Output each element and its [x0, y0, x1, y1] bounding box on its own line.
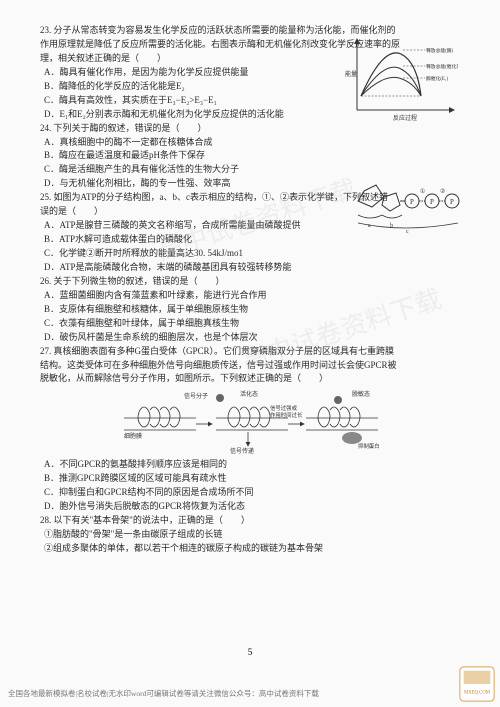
q27-opt-c: C．抑制蛋白和GPCR结构不同的原因是合成场所不同 — [40, 486, 460, 500]
q26-opt-b: B．支原体有细胞壁和核糖体，属于单细胞原核生物 — [40, 303, 460, 317]
q25-opt-a: A．ATP是腺苷三磷酸的英文名称缩写，合成所需能量由磷酸提供 — [40, 219, 330, 233]
q25-stem-2: 误的是（ ） — [40, 205, 330, 219]
svg-text:能量: 能量 — [345, 70, 357, 78]
svg-text:P: P — [410, 198, 414, 206]
q24-opt-a: A．真核细胞中的酶不一定都在核糖体合成 — [40, 136, 330, 150]
q27-stem-1: 27. 真核细胞表面有多种G蛋白受体（GPCR）。它们贯穿磷脂双分子层的区域具有… — [40, 345, 460, 359]
energy-graph: 能量 反应过程 释放总能(酶) 释放总能(催化剂) 酶催化(E₁) — [343, 36, 458, 124]
svg-text:脱敏态: 脱敏态 — [352, 390, 370, 398]
q28-p2: ②组成多聚体的单体，都以若干个相连的碳原子构成的碳链为基本骨架 — [40, 542, 460, 556]
q27-opt-b: B．推测GPCR跨膜区域的区域可能具有疏水性 — [40, 472, 460, 486]
q27-stem-3: 脱敏化，从而解除信号分子作用，如图所示。下列叙述正确的是（ ） — [40, 372, 460, 386]
gpcr-diagram: 信号分子 活化态 脱敏态 细胞膜 信号传递 信号过强或 作用时间过长 抑制蛋白 — [120, 388, 380, 456]
q27-opt-a: A．不同GPCR的氨基酸排列顺序应该是相同的 — [40, 458, 460, 472]
svg-text:信号过强或: 信号过强或 — [270, 404, 298, 412]
corner-logo: MXEQ.COM — [458, 665, 496, 703]
q23-opt-a: A．酶具有催化作用，是因为能为化学反应提供能量 — [40, 66, 330, 80]
svg-text:信号分子: 信号分子 — [184, 392, 208, 400]
svg-text:②: ② — [440, 188, 445, 195]
q28-stem: 28. 以下有关"基本骨架"的说法中，正确的是（ ） — [40, 514, 460, 528]
q27-opt-d: D．胞外信号消失后脱敏态的GPCR将恢复为活化态 — [40, 500, 460, 514]
svg-text:c: c — [406, 229, 409, 235]
q26-opt-d: D．破伤风杆菌是生命系统的细胞层次，也是个体层次 — [40, 331, 460, 345]
svg-text:释放总能(催化剂): 释放总能(催化剂) — [426, 63, 458, 70]
page-number: 5 — [248, 647, 253, 657]
svg-text:MXEQ.COM: MXEQ.COM — [464, 691, 491, 696]
q24-opt-c: C．酶是活细胞产生的具有催化活性的生物大分子 — [40, 163, 330, 177]
q23-opt-b: B．酶降低的化学反应的活化能是E₂ — [40, 80, 330, 94]
footer-text: 全国各地最新模拟卷|名校试卷|无水印word可编辑试卷等请关注微信公众号：高中试… — [8, 688, 319, 699]
q24-opt-d: D．与无机催化剂相比，酶的专一性强、效率高 — [40, 177, 330, 191]
q25-opt-b: B．ATP水解可造成载体蛋白的磷酸化 — [40, 233, 330, 247]
svg-text:活化态: 活化态 — [240, 390, 258, 398]
svg-text:反应过程: 反应过程 — [393, 114, 417, 122]
svg-text:酶催化(E₁): 酶催化(E₁) — [426, 75, 449, 82]
q23-opt-c: C．酶具有高效性，其实质在于E₃−E₂>E₃−E₁ — [40, 94, 330, 108]
svg-text:P: P — [430, 198, 434, 206]
q26-opt-a: A．蓝细菌细胞内含有藻蓝素和叶绿素，能进行光合作用 — [40, 289, 460, 303]
svg-text:a: a — [368, 223, 371, 229]
svg-text:作用时间过长: 作用时间过长 — [270, 411, 303, 419]
svg-text:信号传递: 信号传递 — [230, 447, 254, 455]
q27-stem-2: 结构。这类受体可在多种细胞外信号向细胞质传送，信号过强或作用时间过长会使GPCR… — [40, 359, 460, 373]
svg-text:细胞膜: 细胞膜 — [124, 432, 142, 440]
svg-text:b: b — [390, 223, 393, 229]
q28-p1: ①脂肪酸的"骨架"是一条由碳原子组成的长链 — [40, 528, 460, 542]
atp-diagram: P P P ① ② a b c — [342, 173, 462, 235]
q25-opt-c: C．化学键②断开时所释放的能量高达30. 54kJ/mo1 — [40, 247, 460, 261]
q24-opt-b: B．酶应在最适温度和最适pH条件下保存 — [40, 149, 330, 163]
q26-stem: 26. 关于下列微生物的叙述，错误的是（ ） — [40, 275, 460, 289]
svg-text:P: P — [450, 198, 454, 206]
q25-opt-d: D．ATP是高能磷酸化合物，末端的磷酸基团具有较强转移势能 — [40, 261, 460, 275]
q26-opt-c: C．衣藻有细胞壁和叶绿体，属于单细胞真核生物 — [40, 317, 460, 331]
svg-text:抑制蛋白: 抑制蛋白 — [358, 442, 380, 450]
svg-text:释放总能(酶): 释放总能(酶) — [426, 47, 454, 54]
svg-text:①: ① — [420, 188, 425, 195]
q23-stem-3: 理，相关叙述正确的是（ ） — [40, 52, 330, 66]
